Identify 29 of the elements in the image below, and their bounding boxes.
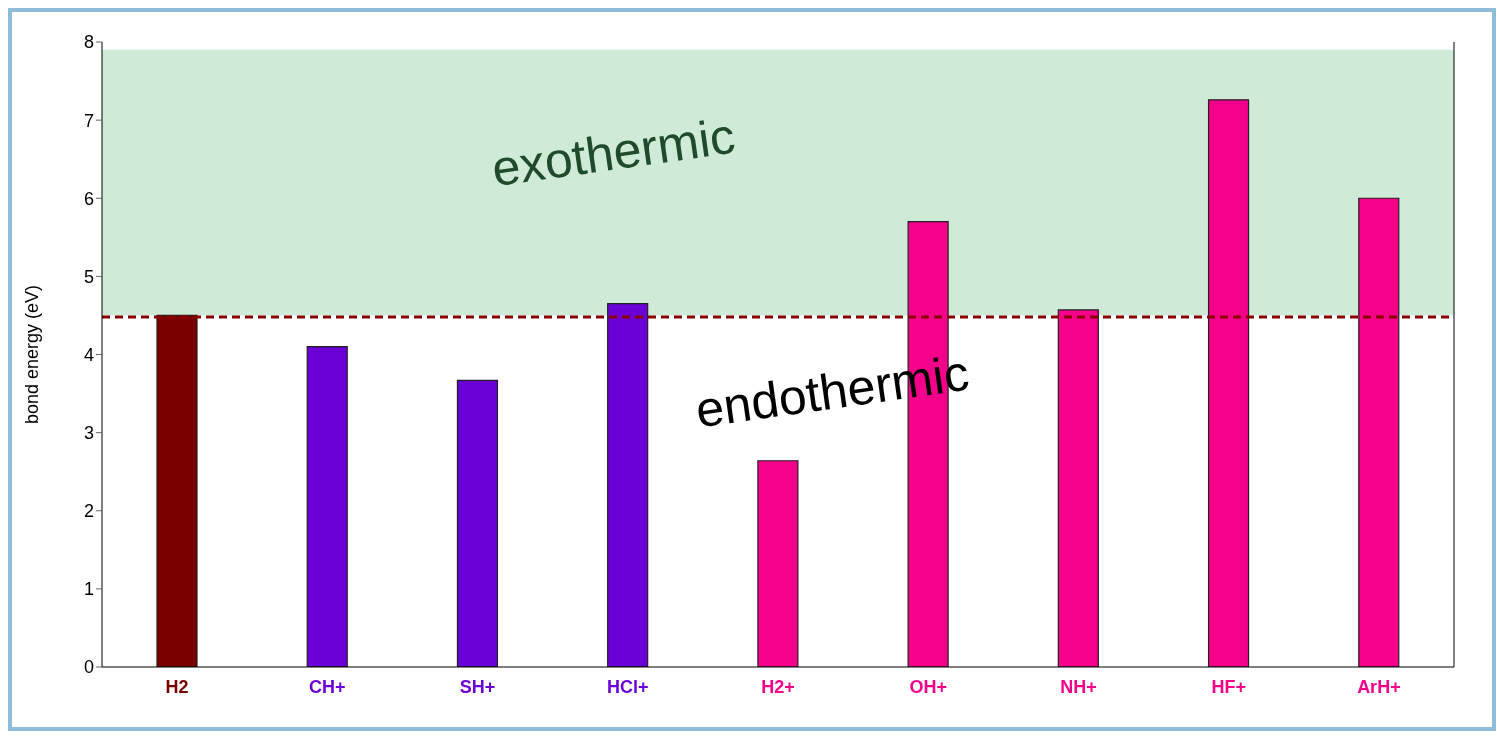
y-tick-label: 8 — [83, 32, 94, 53]
bar — [607, 303, 649, 667]
band-label: exothermic — [488, 107, 739, 198]
x-tick-label: HF+ — [1211, 677, 1246, 697]
x-tick-label: ArH+ — [1357, 677, 1401, 697]
x-tick-label: NH+ — [1060, 677, 1097, 697]
y-tick-label: 5 — [83, 266, 94, 287]
y-tick-label: 7 — [83, 110, 94, 131]
y-axis-title: bond energy (eV) — [22, 284, 43, 425]
annotation: endothermic — [692, 343, 973, 440]
y-tick-label: 6 — [83, 188, 94, 209]
bar — [1207, 99, 1250, 667]
x-tick-label: SH+ — [459, 677, 496, 697]
x-tick-label: CH+ — [309, 677, 346, 697]
x-tick-label: H2+ — [761, 677, 795, 697]
bar — [456, 379, 499, 667]
bar — [757, 460, 799, 667]
y-tick-label: 0 — [83, 657, 94, 678]
y-tick-label: 2 — [83, 501, 94, 522]
bar — [1057, 309, 1099, 667]
y-tick-label: 3 — [83, 423, 94, 444]
bar — [306, 346, 348, 667]
y-tick-label: 1 — [83, 579, 94, 600]
x-tick-label: HCl+ — [607, 677, 649, 697]
x-tick-label: OH+ — [909, 677, 947, 697]
y-tick-label: 4 — [83, 344, 94, 365]
x-tick-label: H2 — [165, 677, 189, 697]
bar — [1358, 197, 1400, 667]
bar — [156, 314, 198, 667]
